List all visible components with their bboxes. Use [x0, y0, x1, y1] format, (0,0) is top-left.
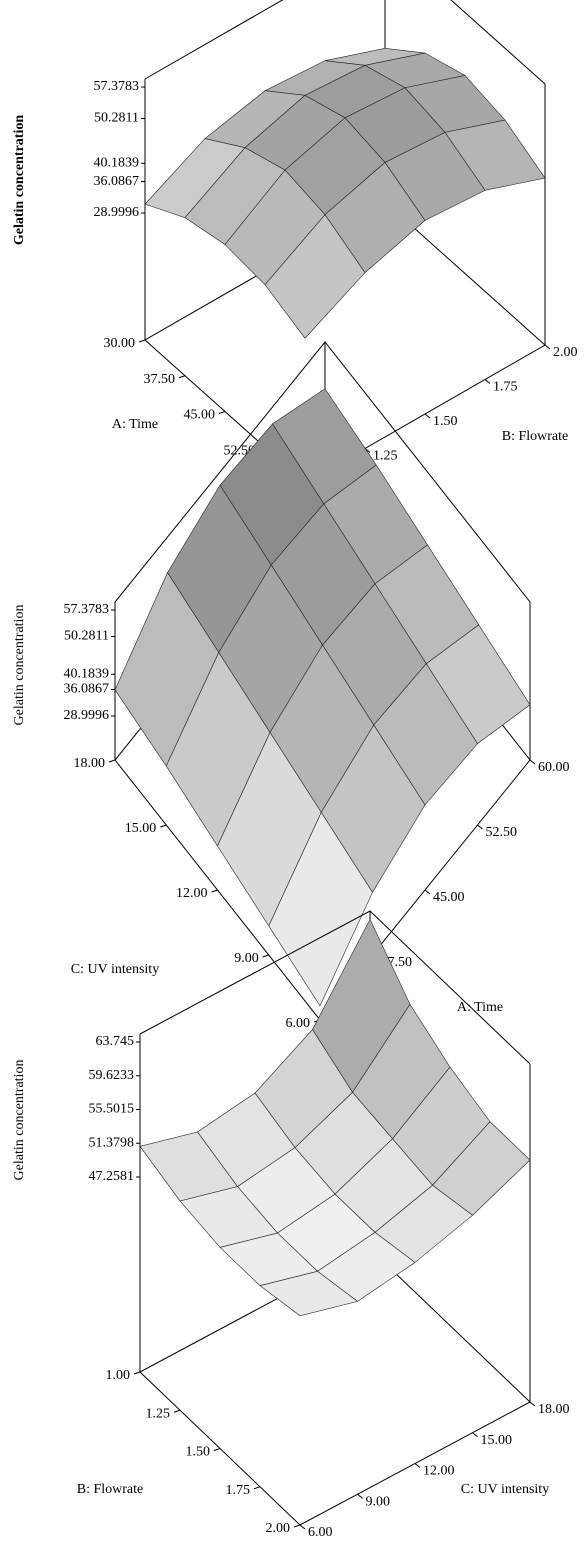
y-tick-label: 1.75 [493, 380, 518, 395]
z-tick-label: 28.9996 [94, 205, 140, 220]
y-tick [477, 824, 483, 830]
z-axis-title: Gelatin concentration [12, 1060, 27, 1181]
y-tick-label: 2.00 [553, 345, 578, 360]
y-tick-label: 45.00 [433, 890, 465, 905]
y-tick-label: 9.00 [366, 1494, 391, 1509]
x-tick [218, 411, 226, 414]
x-tick-label: 1.25 [146, 1406, 171, 1421]
x-axis-title: A: Time [112, 417, 158, 432]
x-tick-label: 12.00 [176, 886, 208, 901]
x-tick-label: 1.50 [186, 1445, 211, 1460]
x-tick [262, 954, 269, 958]
x-tick [293, 1524, 301, 1528]
surface-cell [259, 1270, 359, 1317]
surface-cell [264, 214, 366, 339]
y-tick-label: 1.50 [433, 414, 458, 429]
z-tick-label: 36.0867 [64, 682, 110, 697]
box-edge [139, 910, 531, 1065]
x-tick-label: 9.00 [234, 951, 259, 966]
x-tick-label: 30.00 [104, 336, 136, 351]
y-tick [544, 344, 551, 350]
x-tick-label: 2.00 [266, 1521, 291, 1536]
z-tick-label: 63.745 [96, 1034, 135, 1049]
y-tick [414, 1463, 421, 1468]
box-edge [114, 341, 531, 603]
x-tick-label: 1.00 [106, 1368, 131, 1383]
z-tick-label: 59.6233 [89, 1068, 135, 1083]
z-tick-label: 47.2581 [89, 1169, 135, 1184]
z-axis-title: Gelatin concentration [12, 115, 27, 245]
z-tick-label: 40.1839 [64, 666, 110, 681]
x-tick-label: 37.50 [144, 372, 176, 387]
x-tick [211, 889, 218, 893]
x-axis-title: C: UV intensity [71, 962, 159, 977]
z-tick-label: 28.9996 [64, 708, 110, 723]
z-tick-label: 40.1839 [94, 156, 140, 171]
x-tick-label: 18.00 [74, 756, 106, 771]
z-tick-label: 50.2811 [64, 629, 109, 644]
x-tick [253, 1486, 261, 1490]
box-edge [144, 0, 546, 85]
y-axis-title: A: Time [457, 1000, 503, 1015]
y-tick-label: 52.50 [486, 825, 518, 840]
y-tick-label: 1.25 [373, 449, 398, 464]
x-tick [138, 339, 146, 343]
x-tick [213, 1448, 221, 1451]
z-tick-label: 57.3783 [94, 79, 140, 94]
y-tick [484, 379, 491, 384]
x-tick-label: 6.00 [286, 1016, 311, 1031]
y-tick [529, 1401, 536, 1407]
y-axis-title: B: Flowrate [502, 429, 569, 444]
y-tick-label: 15.00 [481, 1433, 513, 1448]
z-tick-label: 51.3798 [89, 1135, 135, 1150]
y-axis-title: C: UV intensity [461, 1482, 549, 1497]
y-tick [472, 1432, 478, 1438]
x-tick-label: 1.75 [226, 1483, 251, 1498]
x-tick-label: 45.00 [184, 408, 216, 423]
y-tick [299, 1524, 306, 1530]
z-axis-title: Gelatin concentration [12, 605, 27, 726]
y-tick-label: 18.00 [538, 1402, 570, 1417]
y-tick-label: 12.00 [423, 1464, 455, 1479]
x-axis-title: B: Flowrate [77, 1482, 144, 1497]
z-tick-label: 57.3783 [64, 602, 110, 617]
x-tick-label: 15.00 [125, 821, 157, 836]
z-tick-label: 36.0867 [94, 174, 140, 189]
y-tick-label: 60.00 [538, 760, 570, 775]
x-tick [178, 375, 186, 379]
y-tick [424, 413, 431, 419]
y-tick [357, 1493, 363, 1499]
x-tick [160, 824, 167, 828]
z-tick-label: 55.5015 [89, 1102, 135, 1117]
surface-cell [268, 811, 373, 1007]
x-tick [108, 759, 116, 763]
x-tick [133, 1371, 141, 1375]
y-tick-label: 6.00 [308, 1525, 333, 1540]
z-tick-label: 50.2811 [94, 111, 139, 126]
x-tick [173, 1409, 181, 1413]
y-tick [424, 889, 431, 895]
y-tick [529, 759, 536, 765]
